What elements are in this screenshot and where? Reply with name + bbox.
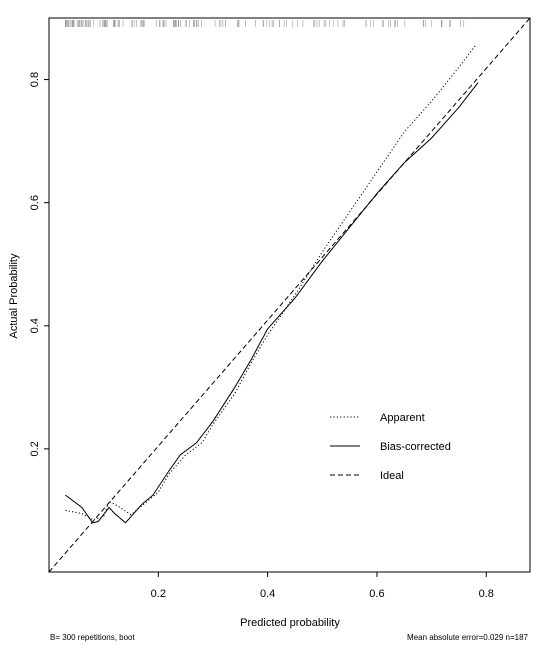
- rug-ticks: [65, 20, 465, 27]
- x-tick-label: 0.8: [479, 588, 494, 600]
- series-layer: [48, 17, 531, 573]
- y-tick-label: 0.4: [29, 318, 41, 333]
- x-tick-label: 0.6: [369, 588, 384, 600]
- y-axis-ticks: 0.2 0.4 0.6 0.8: [29, 72, 49, 457]
- legend: Apparent Bias-corrected Ideal: [330, 412, 451, 482]
- y-axis-label: Actual Probability: [8, 253, 20, 338]
- footer-left-text: B= 300 repetitions, boot: [50, 633, 136, 642]
- legend-label: Ideal: [380, 470, 404, 482]
- x-axis-ticks: 0.2 0.4 0.6 0.8: [151, 572, 494, 600]
- plot-frame: [48, 17, 531, 573]
- y-tick-label: 0.6: [29, 195, 41, 210]
- y-tick-label: 0.2: [29, 441, 41, 456]
- legend-label: Bias-corrected: [380, 441, 451, 453]
- footer-right-text: Mean absolute error=0.029 n=187: [407, 633, 529, 642]
- x-tick-label: 0.4: [260, 588, 275, 600]
- x-tick-label: 0.2: [151, 588, 166, 600]
- y-tick-label: 0.8: [29, 72, 41, 87]
- series-line-ideal: [48, 17, 531, 573]
- x-axis-label: Predicted probability: [240, 617, 340, 629]
- legend-label: Apparent: [380, 412, 425, 424]
